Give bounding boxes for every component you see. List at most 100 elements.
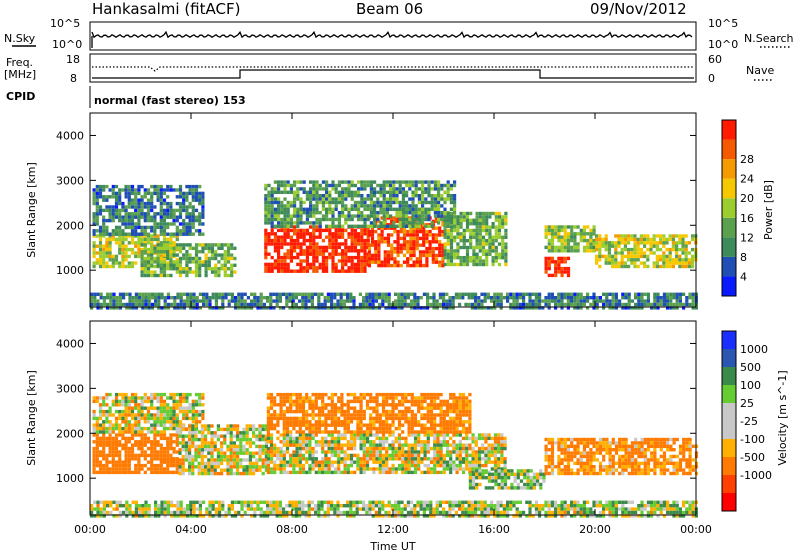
heatmap-cell bbox=[417, 224, 421, 228]
heatmap-cell bbox=[146, 416, 151, 421]
heatmap-cell bbox=[269, 299, 273, 303]
heatmap-cell bbox=[242, 437, 246, 442]
heatmap-cell bbox=[298, 457, 302, 461]
heatmap-cell bbox=[159, 463, 163, 468]
heatmap-cell bbox=[153, 232, 157, 236]
heatmap-cell bbox=[166, 241, 170, 245]
heatmap-cell bbox=[462, 256, 466, 260]
heatmap-cell bbox=[390, 253, 394, 258]
nave-tick-top: 60 bbox=[708, 53, 722, 66]
heatmap-cell bbox=[159, 270, 163, 274]
heatmap-cell bbox=[349, 453, 354, 458]
heatmap-cell bbox=[560, 249, 564, 253]
heatmap-cell bbox=[669, 292, 673, 296]
heatmap-cell bbox=[554, 299, 558, 303]
heatmap-cell bbox=[334, 224, 338, 228]
heatmap-cell bbox=[182, 195, 186, 199]
heatmap-cell bbox=[191, 198, 195, 202]
heatmap-cell bbox=[134, 188, 138, 192]
heatmap-cell bbox=[472, 232, 476, 236]
heatmap-cell bbox=[197, 437, 201, 442]
heatmap-cell bbox=[137, 460, 141, 464]
heatmap-cell bbox=[423, 440, 427, 444]
heatmap-cell bbox=[134, 440, 138, 444]
heatmap-cell bbox=[604, 261, 608, 265]
heatmap-cell bbox=[401, 200, 405, 205]
heatmap-cell bbox=[665, 241, 669, 245]
heatmap-cell bbox=[623, 244, 627, 248]
heatmap-cell bbox=[141, 299, 145, 303]
heatmap-cell bbox=[438, 253, 442, 258]
heatmap-cell bbox=[169, 234, 173, 238]
heatmap-cell bbox=[156, 263, 160, 267]
heatmap-cell bbox=[598, 237, 602, 242]
heatmap-cell bbox=[501, 242, 505, 246]
heatmap-cell bbox=[395, 211, 399, 215]
heatmap-cell bbox=[194, 399, 199, 404]
heatmap-cell bbox=[374, 296, 378, 300]
heatmap-cell bbox=[446, 256, 450, 260]
heatmap-cell bbox=[175, 406, 179, 410]
heatmap-cell bbox=[216, 427, 220, 432]
heatmap-cell bbox=[275, 302, 279, 307]
heatmap-cell bbox=[236, 461, 240, 466]
heatmap-cell bbox=[273, 262, 277, 267]
heatmap-cell bbox=[409, 240, 413, 244]
heatmap-cell bbox=[293, 214, 297, 218]
heatmap-cell bbox=[563, 228, 567, 233]
heatmap-cell bbox=[429, 433, 434, 437]
heatmap-cell bbox=[636, 241, 640, 245]
heatmap-cell bbox=[175, 430, 179, 434]
heatmap-cell bbox=[153, 222, 157, 226]
heatmap-cell bbox=[182, 191, 186, 196]
heatmap-cell bbox=[154, 296, 158, 300]
heatmap-cell bbox=[494, 215, 498, 219]
heatmap-cell bbox=[121, 218, 125, 223]
heatmap-cell bbox=[475, 235, 479, 239]
heatmap-cell bbox=[443, 218, 447, 222]
heatmap-cell bbox=[172, 420, 176, 424]
heatmap-cell bbox=[239, 437, 243, 442]
heatmap-cell bbox=[289, 460, 293, 464]
heatmap-cell bbox=[614, 292, 618, 296]
heatmap-cell bbox=[95, 457, 99, 461]
heatmap-cell bbox=[343, 467, 347, 471]
heatmap-cell bbox=[194, 434, 198, 438]
heatmap-cell bbox=[169, 409, 173, 414]
heatmap-cell bbox=[665, 237, 669, 242]
heatmap-cell bbox=[189, 292, 193, 296]
heatmap-cell bbox=[318, 211, 322, 215]
heatmap-cell bbox=[334, 200, 338, 205]
heatmap-cell bbox=[106, 302, 110, 307]
heatmap-cell bbox=[570, 228, 574, 233]
heatmap-cell bbox=[627, 251, 631, 255]
heatmap-cell bbox=[296, 187, 300, 191]
heatmap-cell bbox=[491, 239, 495, 243]
heatmap-cell bbox=[414, 194, 418, 198]
heatmap-cell bbox=[150, 195, 154, 199]
heatmap-cell bbox=[321, 228, 325, 233]
heatmap-cell bbox=[269, 433, 274, 437]
heatmap-cell bbox=[627, 234, 631, 238]
heatmap-cell bbox=[258, 444, 262, 449]
heatmap-cell bbox=[586, 296, 590, 300]
heatmap-cell bbox=[397, 306, 401, 310]
heatmap-cell bbox=[159, 241, 163, 245]
heatmap-cell bbox=[269, 443, 274, 447]
heatmap-cell bbox=[317, 467, 322, 471]
heatmap-cell bbox=[130, 241, 135, 245]
heatmap-cell bbox=[357, 238, 361, 243]
heatmap-cell bbox=[185, 195, 189, 199]
heatmap-cell bbox=[153, 184, 157, 189]
heatmap-cell bbox=[380, 263, 384, 268]
heatmap-cell bbox=[655, 234, 659, 238]
heatmap-cell bbox=[330, 443, 334, 447]
heatmap-cell bbox=[283, 232, 287, 236]
heatmap-cell bbox=[331, 245, 335, 250]
heatmap-cell bbox=[384, 306, 388, 310]
heatmap-cell bbox=[365, 453, 370, 458]
heatmap-cell bbox=[598, 258, 602, 262]
heatmap-cell bbox=[637, 306, 641, 310]
heatmap-cell bbox=[162, 201, 167, 206]
heatmap-cell bbox=[353, 207, 357, 211]
